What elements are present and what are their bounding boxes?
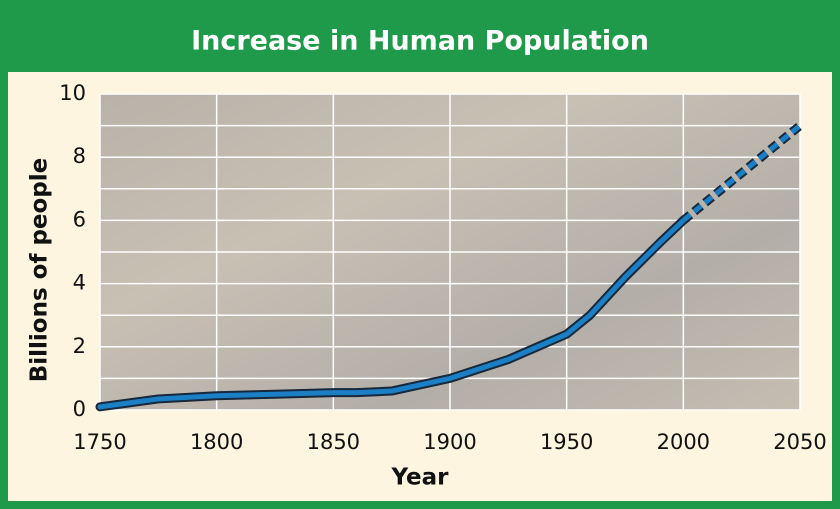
y-tick-label: 8 (73, 144, 86, 168)
x-axis-label: Year (390, 465, 449, 491)
x-tick-label: 2050 (773, 430, 826, 454)
y-tick-label: 2 (73, 334, 86, 358)
y-tick-label: 0 (73, 397, 86, 421)
x-tick-label: 1750 (73, 430, 126, 454)
y-axis-label: Billions of people (27, 158, 53, 383)
line (97, 217, 686, 410)
y-tick-label: 6 (73, 207, 86, 231)
x-tick-label: 1800 (190, 430, 243, 454)
y-tick-label: 4 (73, 271, 86, 295)
x-tick-label: 1900 (423, 430, 476, 454)
chart-title: Increase in Human Population (191, 26, 649, 57)
x-tick-label: 2000 (657, 430, 710, 454)
line (681, 123, 802, 223)
y-tick-label: 10 (59, 81, 86, 105)
x-tick-label: 1950 (540, 430, 593, 454)
x-tick-label: 1850 (307, 430, 360, 454)
